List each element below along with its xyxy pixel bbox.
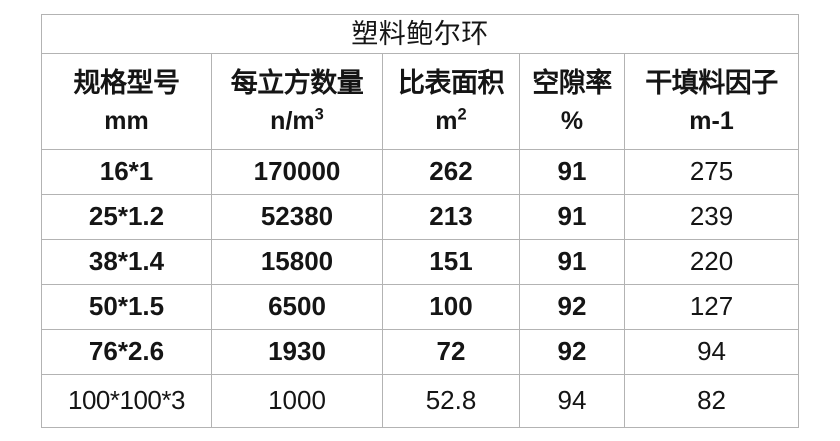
- cell-spec: 100*100*3: [41, 374, 212, 428]
- cell-count: 170000: [211, 149, 383, 195]
- table-row: 100*100*3 1000 52.8 94 82: [41, 374, 800, 428]
- cell-surface: 151: [382, 239, 520, 285]
- cell-factor: 127: [623, 284, 800, 330]
- column-header-count-unit-sup: 3: [314, 105, 324, 124]
- cell-void: 92: [519, 284, 625, 330]
- column-header-spec: 规格型号 mm: [41, 53, 212, 150]
- cell-count: 1930: [211, 329, 383, 375]
- column-header-factor-name: 干填料因子: [645, 67, 778, 98]
- cell-factor: 94: [623, 329, 800, 375]
- cell-spec: 25*1.2: [41, 194, 212, 240]
- plastic-pall-ring-spec-table: 塑料鲍尔环 规格型号 mm 每立方数量 n/m3 比表面积 m2 空隙率 %: [40, 14, 800, 428]
- column-header-surface-unit-text: m: [435, 107, 458, 136]
- cell-void: 94: [519, 374, 625, 428]
- cell-surface: 262: [382, 149, 520, 195]
- cell-spec: 76*2.6: [41, 329, 212, 375]
- column-header-void: 空隙率 %: [519, 53, 625, 150]
- cell-void: 91: [519, 239, 625, 285]
- column-header-surface: 比表面积 m2: [382, 53, 520, 150]
- column-header-spec-name: 规格型号: [73, 67, 181, 98]
- column-header-factor-unit: m-1: [625, 108, 798, 134]
- cell-surface: 213: [382, 194, 520, 240]
- table-row: 76*2.6 1930 72 92 94: [41, 329, 800, 375]
- column-header-surface-unit-sup: 2: [457, 105, 467, 124]
- cell-surface: 100: [382, 284, 520, 330]
- cell-void: 91: [519, 194, 625, 240]
- cell-count: 15800: [211, 239, 383, 285]
- table-row: 38*1.4 15800 151 91 220: [41, 239, 800, 285]
- column-header-void-unit-text: %: [560, 107, 584, 136]
- cell-spec: 50*1.5: [41, 284, 212, 330]
- table-title-row: 塑料鲍尔环: [40, 14, 800, 54]
- cell-spec: 38*1.4: [41, 239, 212, 285]
- cell-factor: 82: [623, 374, 800, 428]
- column-header-surface-unit: m2: [383, 105, 519, 136]
- column-header-spec-unit: mm: [42, 108, 211, 134]
- column-header-count-name: 每立方数量: [230, 67, 364, 98]
- column-header-void-unit: %: [520, 108, 624, 134]
- table-header-row: 规格型号 mm 每立方数量 n/m3 比表面积 m2 空隙率 % 干填料因子: [41, 53, 800, 150]
- cell-surface: 72: [382, 329, 520, 375]
- cell-factor: 275: [623, 149, 800, 195]
- cell-count: 6500: [211, 284, 383, 330]
- cell-void: 92: [519, 329, 625, 375]
- column-header-spec-unit-text: mm: [104, 107, 149, 136]
- table-row: 16*1 170000 262 91 275: [41, 149, 800, 195]
- table-row: 50*1.5 6500 100 92 127: [41, 284, 800, 330]
- spec-table-container: 塑料鲍尔环 规格型号 mm 每立方数量 n/m3 比表面积 m2 空隙率 %: [40, 14, 800, 428]
- column-header-count-unit-text: n/m: [270, 107, 315, 136]
- cell-spec: 16*1: [41, 149, 212, 195]
- column-header-factor: 干填料因子 m-1: [623, 53, 800, 150]
- table-title: 塑料鲍尔环: [40, 14, 800, 54]
- column-header-factor-unit-text: m-1: [689, 107, 734, 136]
- column-header-void-name: 空隙率: [532, 67, 612, 98]
- cell-count: 1000: [211, 374, 383, 428]
- cell-factor: 220: [623, 239, 800, 285]
- cell-surface: 52.8: [382, 374, 520, 428]
- cell-count: 52380: [211, 194, 383, 240]
- column-header-count-unit: n/m3: [212, 105, 382, 136]
- cell-factor: 239: [623, 194, 800, 240]
- column-header-surface-name: 比表面积: [398, 67, 505, 98]
- cell-void: 91: [519, 149, 625, 195]
- column-header-count: 每立方数量 n/m3: [211, 53, 383, 150]
- table-row: 25*1.2 52380 213 91 239: [41, 194, 800, 240]
